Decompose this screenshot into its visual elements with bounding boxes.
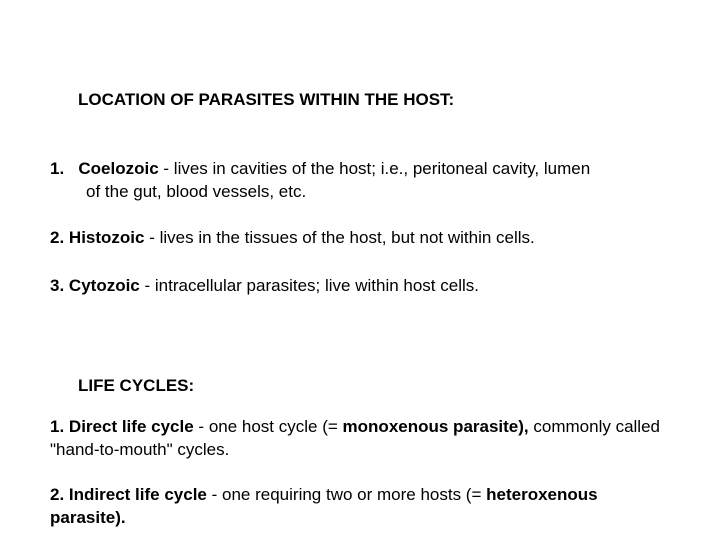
item-sep: ‑ bbox=[212, 485, 218, 504]
item-term: Coelozoic bbox=[78, 159, 158, 178]
list-item: 1. Direct life cycle ‑ one host cycle (=… bbox=[50, 416, 670, 462]
heading-location: LOCATION OF PARASITES WITHIN THE HOST: bbox=[78, 90, 454, 110]
list-item: 2. Indirect life cycle ‑ one requiring t… bbox=[50, 484, 670, 530]
item-desc: lives in the tissues of the host, but no… bbox=[160, 228, 535, 247]
item-sep: ‑ bbox=[163, 159, 169, 178]
item-sep: ‑ bbox=[198, 417, 204, 436]
item-number: 3. bbox=[50, 276, 64, 295]
heading-lifecycles: LIFE CYCLES: bbox=[78, 376, 194, 396]
item-number: 2. bbox=[50, 485, 64, 504]
item-sep: ‑ bbox=[145, 276, 151, 295]
item-sep: ‑ bbox=[149, 228, 155, 247]
item-desc: intracellular parasites; live within hos… bbox=[155, 276, 479, 295]
item-desc: lives in cavities of the host; i.e., per… bbox=[174, 159, 590, 178]
item-term: Cytozoic bbox=[69, 276, 140, 295]
item-number: 1. bbox=[50, 159, 64, 178]
item-term: Histozoic bbox=[69, 228, 145, 247]
item-desc: one requiring two or more hosts (= bbox=[222, 485, 481, 504]
item-term: Indirect life cycle bbox=[69, 485, 207, 504]
slide: LOCATION OF PARASITES WITHIN THE HOST: 1… bbox=[0, 0, 720, 540]
list-item: 3. Cytozoic ‑ intracellular parasites; l… bbox=[50, 276, 670, 296]
item-number: 1. bbox=[50, 417, 64, 436]
item-bold-term: monoxenous parasite), bbox=[343, 417, 529, 436]
item-term: Direct life cycle bbox=[69, 417, 194, 436]
item-number: 2. bbox=[50, 228, 64, 247]
list-item: 2. Histozoic ‑ lives in the tissues of t… bbox=[50, 228, 670, 248]
item-desc: one host cycle (= bbox=[209, 417, 338, 436]
list-item: 1. Coelozoic ‑ lives in cavities of the … bbox=[50, 158, 670, 204]
item-desc-cont: of the gut, blood vessels, etc. bbox=[86, 181, 670, 204]
